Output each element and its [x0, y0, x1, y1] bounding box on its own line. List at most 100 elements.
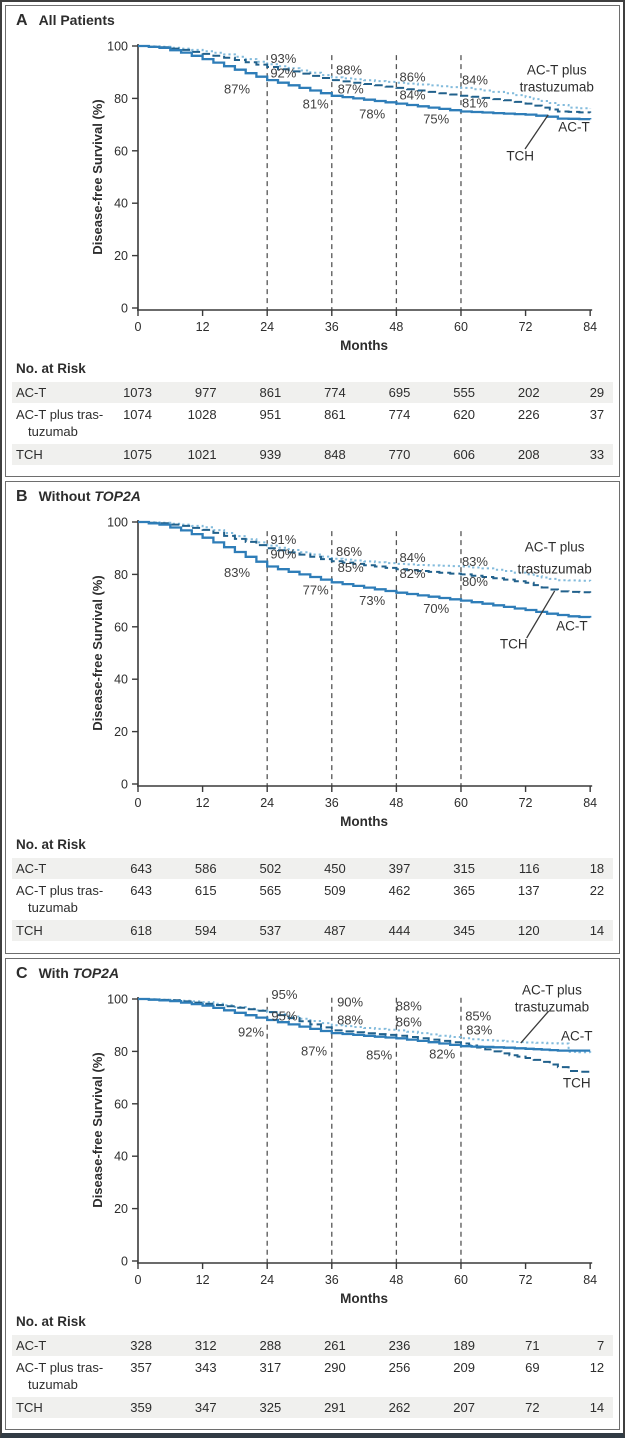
risk-count: 1074: [123, 407, 152, 422]
risk-count: 22: [589, 883, 605, 899]
percent-label: 81%: [462, 96, 488, 111]
curve-ac-t-plus-trastuzumab: [138, 521, 592, 583]
risk-count: 236: [388, 1337, 411, 1353]
panel-c: C With TOP2A 0 20 40 60 80 100 0 12 24 36 48 60 72 84 M…: [5, 957, 620, 1430]
percent-label: 95%: [271, 1008, 297, 1023]
percent-label: 83%: [466, 1022, 492, 1037]
risk-count: 288: [259, 1337, 282, 1353]
y-tick-label: 40: [114, 1149, 128, 1163]
x-tick-label: 12: [196, 796, 210, 810]
percent-label: 88%: [337, 1012, 363, 1027]
curve-label: TCH: [506, 149, 534, 164]
risk-count: 357: [130, 1359, 152, 1375]
y-tick-label: 20: [114, 249, 128, 263]
risk-row-label: TCH: [16, 1399, 43, 1415]
x-tick-label: 12: [196, 320, 210, 334]
risk-count: 643: [130, 861, 152, 877]
no-at-risk-label: No. at Risk: [16, 361, 86, 376]
risk-count: 695: [388, 385, 411, 400]
percent-label: 84%: [400, 550, 426, 565]
y-tick-label: 20: [114, 1202, 128, 1216]
risk-count: 325: [259, 1399, 282, 1415]
risk-count: 71: [525, 1337, 540, 1353]
risk-count: 317: [259, 1359, 282, 1375]
curve-ac-t-plus-trastuzumab: [138, 45, 592, 110]
risk-count: 359: [130, 1399, 152, 1415]
risk-count: 537: [259, 923, 282, 939]
risk-count: 12: [589, 1359, 605, 1375]
risk-count: 226: [517, 407, 540, 422]
risk-count: 7: [596, 1337, 605, 1353]
risk-count: 502: [259, 861, 282, 877]
risk-count: 208: [517, 447, 540, 462]
curve-label: AC-T plus: [527, 63, 587, 78]
risk-row-label: AC-T plus tras-: [16, 1359, 104, 1375]
risk-count: 643: [130, 883, 152, 899]
x-tick-label: 0: [135, 796, 142, 810]
y-tick-label: 40: [114, 673, 128, 687]
risk-count: 487: [324, 923, 346, 939]
percent-label: 75%: [423, 112, 449, 127]
risk-count: 555: [453, 385, 475, 400]
risk-count: 1075: [123, 447, 152, 462]
x-tick-label: 48: [389, 320, 403, 334]
x-tick-label: 24: [260, 796, 274, 810]
risk-count: 462: [388, 883, 411, 899]
risk-count: 770: [388, 447, 411, 462]
panel-a: A All Patients 0 20 40 60 80 100 0 12 24 36 48 60 72 8…: [5, 5, 620, 478]
risk-count: 261: [324, 1337, 346, 1353]
panel-a-title: All Patients: [38, 12, 115, 28]
risk-row-label: AC-T plus tras-: [16, 407, 104, 422]
risk-row-label: TCH: [16, 447, 43, 462]
curve-label: trastuzumab: [515, 999, 589, 1014]
percent-label: 83%: [462, 554, 488, 569]
percent-label: 80%: [462, 575, 488, 590]
risk-table-all-patients: No. at Risk AC-T 1073 977 861 774 695 555 202 29…: [6, 360, 619, 470]
curve-tch: [138, 45, 592, 114]
risk-count: 120: [517, 923, 540, 939]
y-tick-label: 100: [107, 40, 128, 54]
risk-row-label: AC-T: [16, 385, 47, 400]
risk-count: 444: [388, 923, 411, 939]
percent-label: 83%: [224, 565, 250, 580]
risk-table-without-top2a: No. at Risk AC-T 643 586 502 450 397 315 116 18 A…: [6, 836, 619, 946]
risk-count: 615: [194, 883, 217, 899]
y-tick-label: 0: [121, 1254, 128, 1268]
risk-row-stripe: [12, 858, 613, 880]
risk-count: 202: [517, 385, 540, 400]
percent-label: 92%: [270, 65, 296, 80]
x-axis-title: Months: [340, 814, 388, 829]
curve-ac-t: [138, 521, 592, 619]
x-tick-label: 48: [389, 1273, 403, 1287]
curve-tch: [138, 997, 592, 1073]
risk-count: 14: [589, 923, 605, 939]
x-tick-label: 36: [325, 1273, 339, 1287]
leader-line: [520, 1010, 550, 1044]
risk-count: 861: [259, 385, 282, 400]
panel-b-title: Without TOP2A: [38, 488, 141, 505]
risk-count: 594: [194, 923, 217, 939]
percent-label: 85%: [465, 1008, 491, 1023]
risk-count: 72: [525, 1399, 540, 1415]
no-at-risk-label: No. at Risk: [16, 1313, 86, 1329]
risk-count: 618: [130, 923, 152, 939]
percent-label: 93%: [270, 51, 296, 66]
curve-label: TCH: [563, 1075, 591, 1090]
curve-ac-t: [138, 997, 591, 1052]
percent-label: 86%: [400, 69, 426, 84]
risk-count: 262: [388, 1399, 411, 1415]
x-tick-label: 60: [454, 1273, 468, 1287]
risk-count: 1073: [123, 385, 152, 400]
risk-count: 620: [453, 407, 475, 422]
x-tick-label: 48: [389, 796, 403, 810]
y-tick-label: 80: [114, 568, 128, 582]
x-tick-label: 24: [260, 320, 274, 334]
y-tick-label: 40: [114, 197, 128, 211]
risk-row-label-wrap: tuzumab: [28, 1376, 78, 1392]
x-tick-label: 84: [583, 320, 597, 334]
risk-count: 774: [388, 407, 411, 422]
percent-label: 87%: [301, 1043, 327, 1058]
risk-count: 69: [525, 1359, 540, 1375]
y-tick-label: 60: [114, 621, 128, 635]
